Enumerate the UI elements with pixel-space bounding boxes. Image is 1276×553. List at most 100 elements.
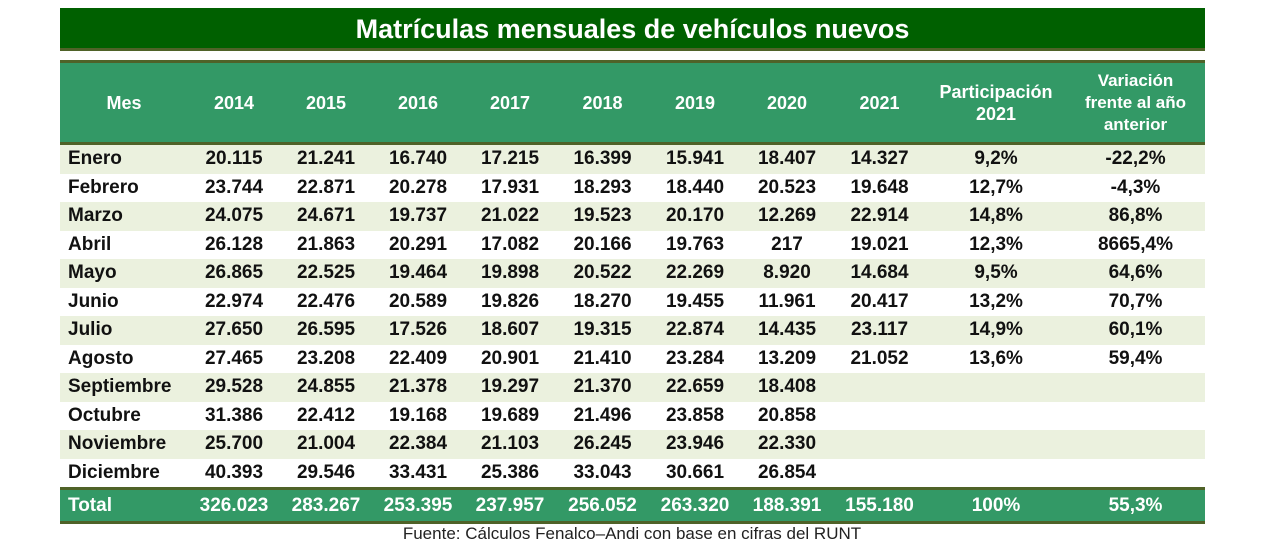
value-cell: 21.378 xyxy=(372,373,464,402)
value-cell: 21.863 xyxy=(296,233,356,255)
column-header: Participación 2021 xyxy=(926,60,1066,145)
value-cell: 9,5% xyxy=(926,259,1066,288)
total-row: Total 326.023 283.267 253.395 237.957 256.052… xyxy=(60,487,1205,524)
value-cell: -22,2% xyxy=(1066,143,1205,174)
value-cell: 21.004 xyxy=(280,430,372,459)
value-cell: 22.330 xyxy=(741,430,833,459)
value-cell: 18.270 xyxy=(573,290,632,312)
value-cell: 20.115 xyxy=(188,143,280,174)
value-cell: 19.523 xyxy=(556,202,649,231)
value-cell: 20.858 xyxy=(757,404,817,426)
value-cell: 20.170 xyxy=(649,202,741,231)
value-cell: 22.659 xyxy=(649,373,741,402)
value-cell: 21.241 xyxy=(280,143,372,174)
total-cell: 263.320 xyxy=(649,487,741,524)
value-cell: 12.269 xyxy=(741,202,833,231)
total-cell: 100% xyxy=(926,487,1066,524)
value-cell: 12,7% xyxy=(969,176,1023,198)
value-cell xyxy=(1066,402,1205,431)
value-cell: 23.858 xyxy=(665,404,725,426)
value-cell: 15.941 xyxy=(649,143,741,174)
header-row: Mes 2014 2015 2016 2017 2018 2019 2020 2021 Parti… xyxy=(60,60,1205,145)
value-cell: 29.546 xyxy=(296,461,356,483)
value-cell: 17.526 xyxy=(372,316,464,345)
value-cell: 26.595 xyxy=(280,316,372,345)
value-cell: 19.763 xyxy=(665,233,725,255)
month-cell: Abril xyxy=(68,233,112,255)
value-cell: 21.370 xyxy=(556,373,649,402)
value-cell: 26.865 xyxy=(188,259,280,288)
month-cell: Febrero xyxy=(68,176,139,198)
value-cell xyxy=(926,402,1066,431)
value-cell: 11.961 xyxy=(758,290,816,312)
value-cell: 14,8% xyxy=(926,202,1066,231)
value-cell: 13,2% xyxy=(969,290,1023,312)
value-cell: 22.384 xyxy=(372,430,464,459)
value-cell: -4,3% xyxy=(1110,176,1161,198)
value-cell: 24.855 xyxy=(280,373,372,402)
column-header: 2019 xyxy=(649,60,741,145)
value-cell: 13,6% xyxy=(969,347,1023,369)
value-cell: 27.650 xyxy=(188,316,280,345)
month-cell: Julio xyxy=(60,316,188,345)
value-cell: 23.744 xyxy=(204,176,264,198)
value-cell: 19.737 xyxy=(372,202,464,231)
total-cell: 55,3% xyxy=(1066,487,1205,524)
value-cell: 22.874 xyxy=(649,316,741,345)
table-row: Febrero 23.744 22.871 20.278 17.931 18.293 18.… xyxy=(60,174,1205,203)
value-cell xyxy=(833,459,926,489)
value-cell: 23.117 xyxy=(833,316,926,345)
value-cell: 19.168 xyxy=(388,404,448,426)
value-cell: 25.700 xyxy=(188,430,280,459)
value-cell: 20.523 xyxy=(757,176,817,198)
value-cell: 16.740 xyxy=(372,143,464,174)
registrations-table: Mes 2014 2015 2016 2017 2018 2019 2020 2021 Parti… xyxy=(60,60,1205,524)
table-title: Matrículas mensuales de vehículos nuevos xyxy=(60,8,1205,51)
value-cell: 19.315 xyxy=(556,316,649,345)
value-cell xyxy=(833,402,926,431)
value-cell: 217 xyxy=(771,233,803,255)
value-cell: 19.297 xyxy=(464,373,556,402)
column-header: Mes xyxy=(60,60,188,145)
total-cell: 326.023 xyxy=(188,487,280,524)
month-cell: Marzo xyxy=(60,202,188,231)
total-cell: 283.267 xyxy=(280,487,372,524)
value-cell: 22.269 xyxy=(649,259,741,288)
value-cell: 18.407 xyxy=(741,143,833,174)
table-row: Diciembre 40.393 29.546 33.431 25.386 33.043 3… xyxy=(60,459,1205,489)
value-cell: 19.455 xyxy=(665,290,725,312)
value-cell: 26.128 xyxy=(204,233,264,255)
value-cell: 17.215 xyxy=(464,143,556,174)
value-cell: 17.082 xyxy=(480,233,540,255)
value-cell: 19.898 xyxy=(464,259,556,288)
total-cell: 253.395 xyxy=(372,487,464,524)
value-cell: 31.386 xyxy=(204,404,264,426)
month-cell: Octubre xyxy=(68,404,141,426)
table-row: Julio 27.650 26.595 17.526 18.607 19.315 22.87… xyxy=(60,316,1205,345)
value-cell: 29.528 xyxy=(188,373,280,402)
value-cell: 14.327 xyxy=(833,143,926,174)
value-cell: 60,1% xyxy=(1066,316,1205,345)
table-row: Septiembre 29.528 24.855 21.378 19.297 21.370… xyxy=(60,373,1205,402)
value-cell: 18.440 xyxy=(665,176,725,198)
table-row: Enero 20.115 21.241 16.740 17.215 16.399 15.94… xyxy=(60,143,1205,174)
total-cell: 155.180 xyxy=(833,487,926,524)
value-cell: 64,6% xyxy=(1066,259,1205,288)
value-cell: 14.684 xyxy=(833,259,926,288)
value-cell: 24.671 xyxy=(280,202,372,231)
value-cell: 18.408 xyxy=(741,373,833,402)
value-cell: 20.417 xyxy=(850,290,909,312)
table-row: Junio 22.974 22.476 20.589 19.826 18.270 19.45… xyxy=(60,288,1205,317)
value-cell: 12,3% xyxy=(969,233,1023,255)
value-cell: 20.901 xyxy=(480,347,540,369)
value-cell: 17.931 xyxy=(480,176,540,198)
value-cell: 19.826 xyxy=(480,290,540,312)
value-cell: 22.412 xyxy=(296,404,356,426)
value-cell: 14.435 xyxy=(741,316,833,345)
value-cell: 8665,4% xyxy=(1097,233,1173,255)
column-header: 2020 xyxy=(741,60,833,145)
column-header: 2017 xyxy=(464,60,556,145)
value-cell: 70,7% xyxy=(1108,290,1163,312)
value-cell: 19.464 xyxy=(372,259,464,288)
value-cell: 26.245 xyxy=(556,430,649,459)
